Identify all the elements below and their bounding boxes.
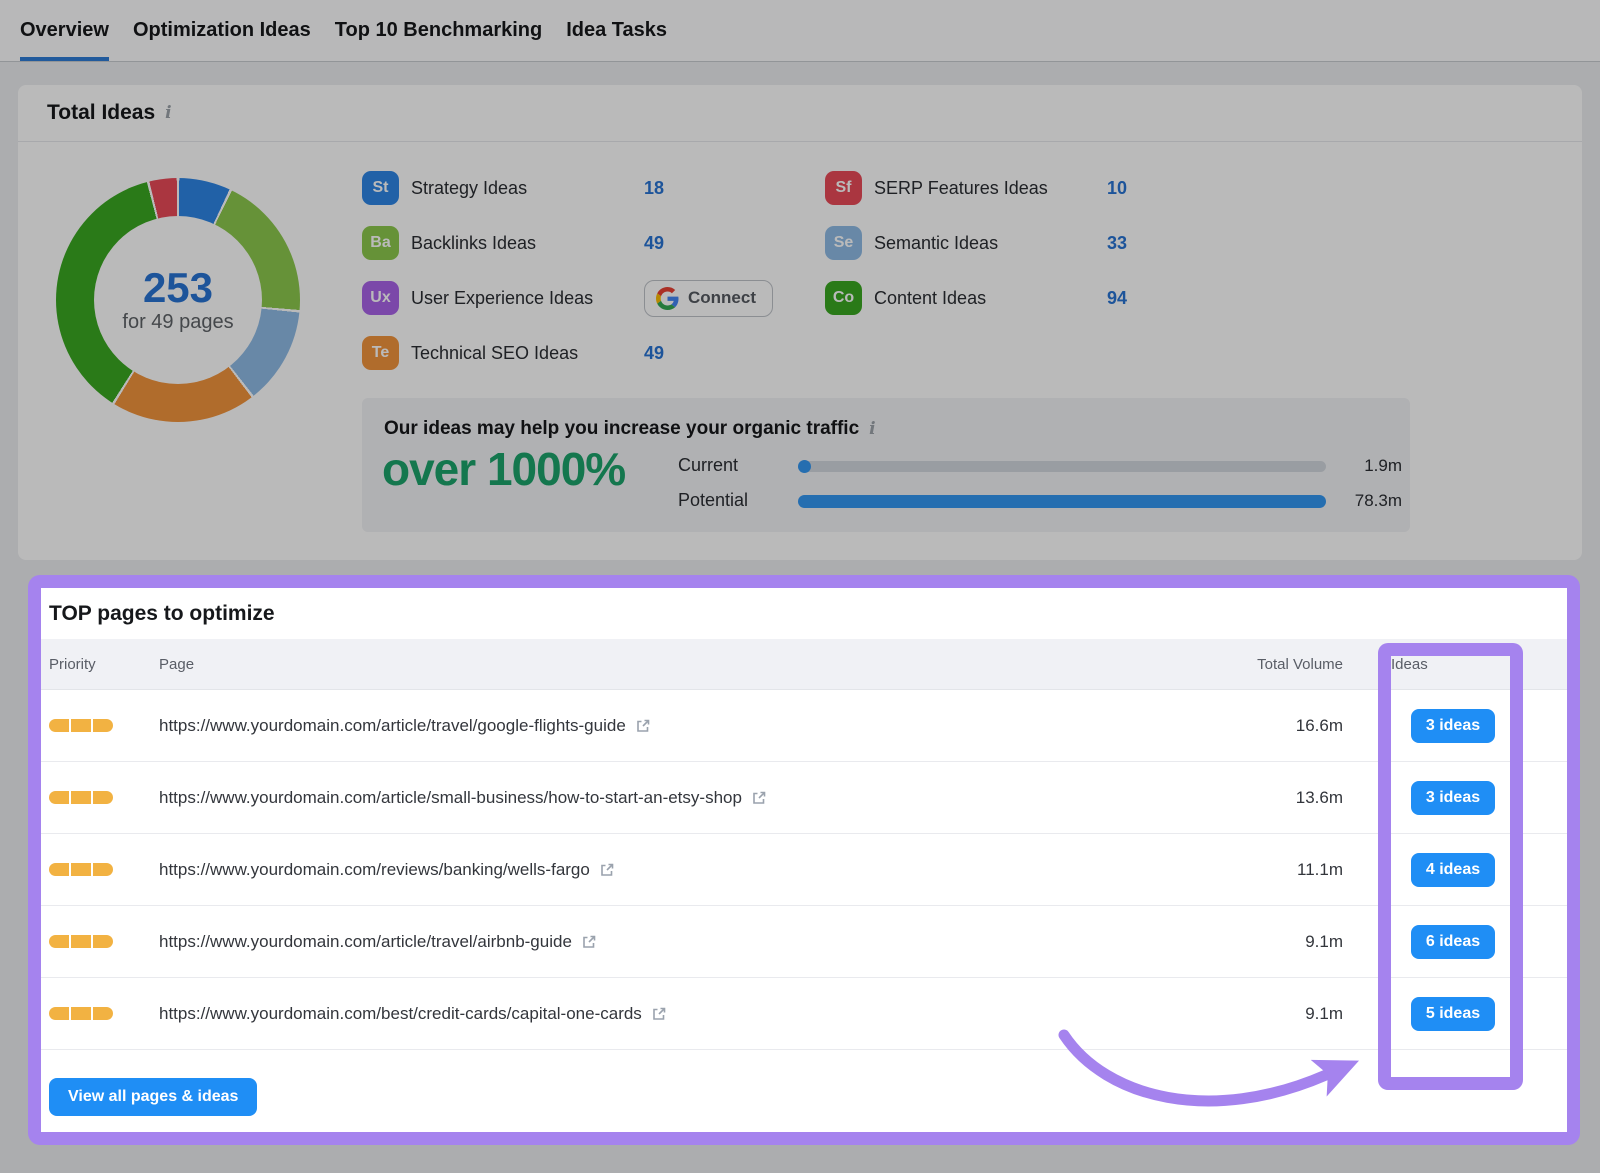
user-experience-label: User Experience Ideas [411, 287, 594, 308]
ideas-count-button[interactable]: 3 ideas [1410, 780, 1496, 815]
tab-bar: Overview Optimization Ideas Top 10 Bench… [0, 0, 1600, 62]
table-row: https://www.yourdomain.com/article/trave… [41, 906, 1567, 978]
serp-features-label: SERP Features Ideas [874, 177, 1048, 198]
potential-traffic-value: 78.3m [1354, 491, 1402, 510]
tab-idea-tasks[interactable]: Idea Tasks [566, 19, 668, 41]
table-row: https://www.yourdomain.com/article/small… [41, 762, 1567, 834]
total-ideas-card: Total Ideas i 253 for 49 pages St Strate… [18, 85, 1582, 560]
serp-features-ideas-row: Sf SERP Features Ideas 10 [825, 168, 1127, 208]
external-link-icon[interactable] [581, 934, 597, 950]
current-traffic-marker [798, 460, 811, 473]
strategy-label: Strategy Ideas [411, 177, 528, 198]
external-link-icon[interactable] [635, 718, 651, 734]
donut-total-value: 253 [142, 264, 214, 312]
backlinks-badge: Ba [362, 226, 399, 260]
donut-pages-label: for 49 pages [122, 310, 234, 333]
page-column-header: Page [159, 655, 195, 673]
semantic-count-link[interactable]: 33 [1107, 232, 1128, 253]
total-volume-value: 9.1m [1305, 931, 1343, 951]
page-url-link[interactable]: https://www.yourdomain.com/reviews/banki… [159, 859, 590, 879]
content-count-link[interactable]: 94 [1107, 287, 1128, 308]
table-row: https://www.yourdomain.com/best/credit-c… [41, 978, 1567, 1050]
google-logo-icon [656, 286, 679, 310]
ideas-donut-chart: 253 for 49 pages [56, 178, 300, 422]
idea-types-left-column: St Strategy Ideas 18 Ba Backlinks Ideas … [362, 168, 773, 373]
info-icon[interactable]: i [165, 102, 172, 123]
content-label: Content Ideas [874, 287, 987, 308]
backlinks-label: Backlinks Ideas [411, 232, 537, 253]
ideas-count-button[interactable]: 6 ideas [1410, 924, 1496, 959]
serp-features-badge: Sf [825, 171, 862, 205]
backlinks-count-link[interactable]: 49 [644, 232, 665, 253]
potential-traffic-row: Potential 78.3m [362, 490, 1410, 514]
current-traffic-row: Current 1.9m [362, 455, 1410, 479]
table-row: https://www.yourdomain.com/article/trave… [41, 690, 1567, 762]
priority-column-header: Priority [49, 655, 96, 673]
priority-indicator [49, 863, 159, 876]
ideas-count-button[interactable]: 5 ideas [1410, 996, 1496, 1031]
ideas-column-header: Ideas [1391, 655, 1428, 673]
current-traffic-bar [798, 460, 1326, 473]
priority-indicator [49, 791, 159, 804]
tab-optimization-ideas[interactable]: Optimization Ideas [132, 19, 311, 41]
technical-seo-count-link[interactable]: 49 [644, 342, 665, 363]
page-url-link[interactable]: https://www.yourdomain.com/article/trave… [159, 715, 626, 735]
total-ideas-title: Total Ideas [47, 101, 156, 124]
top-pages-table-header: Priority Page Total Volume Ideas [41, 639, 1567, 690]
potential-traffic-bar [798, 495, 1326, 508]
tab-overview[interactable]: Overview [20, 0, 109, 61]
total-volume-value: 11.1m [1297, 859, 1343, 879]
current-traffic-value: 1.9m [1364, 456, 1402, 475]
external-link-icon[interactable] [751, 790, 767, 806]
semantic-ideas-row: Se Semantic Ideas 33 [825, 223, 1127, 263]
page-url-link[interactable]: https://www.yourdomain.com/article/small… [159, 787, 742, 807]
connect-button-label: Connect [688, 288, 756, 307]
strategy-ideas-row: St Strategy Ideas 18 [362, 168, 773, 208]
idea-types-right-column: Sf SERP Features Ideas 10 Se Semantic Id… [825, 168, 1127, 318]
serp-features-count-link[interactable]: 10 [1107, 177, 1128, 198]
total-ideas-header: Total Ideas i [18, 85, 1582, 142]
semantic-badge: Se [825, 226, 862, 260]
external-link-icon[interactable] [651, 1006, 667, 1022]
page-url-link[interactable]: https://www.yourdomain.com/best/credit-c… [159, 1003, 642, 1023]
technical-seo-ideas-row: Te Technical SEO Ideas 49 [362, 333, 773, 373]
top-pages-title: TOP pages to optimize [49, 602, 275, 625]
content-badge: Co [825, 281, 862, 315]
table-row: https://www.yourdomain.com/reviews/banki… [41, 834, 1567, 906]
top-pages-footer: View all pages & ideas [41, 1050, 1567, 1116]
organic-traffic-panel: Our ideas may help you increase your org… [362, 398, 1410, 532]
priority-indicator [49, 1007, 159, 1020]
ideas-count-button[interactable]: 4 ideas [1410, 852, 1496, 887]
traffic-increase-highlight: over 1000% [382, 443, 626, 495]
external-link-icon[interactable] [599, 862, 615, 878]
technical-seo-label: Technical SEO Ideas [411, 342, 579, 363]
semantic-label: Semantic Ideas [874, 232, 999, 253]
organic-traffic-title: Our ideas may help you increase your org… [384, 418, 860, 439]
content-ideas-row: Co Content Ideas 94 [825, 278, 1127, 318]
top-pages-spotlight: TOP pages to optimize Priority Page Tota… [28, 575, 1580, 1145]
view-all-pages-button[interactable]: View all pages & ideas [49, 1078, 258, 1116]
page-url-link[interactable]: https://www.yourdomain.com/article/trave… [159, 931, 572, 951]
priority-indicator [49, 935, 159, 948]
total-volume-value: 9.1m [1305, 1003, 1343, 1023]
strategy-count-link[interactable]: 18 [644, 177, 665, 198]
ideas-count-button[interactable]: 3 ideas [1410, 708, 1496, 743]
info-icon[interactable]: i [869, 418, 876, 439]
donut-center: 253 for 49 pages [94, 216, 262, 384]
total-volume-column-header: Total Volume [1257, 655, 1343, 673]
potential-traffic-label: Potential [678, 490, 749, 510]
user-experience-badge: Ux [362, 281, 399, 315]
current-traffic-label: Current [678, 455, 739, 475]
backlinks-ideas-row: Ba Backlinks Ideas 49 [362, 223, 773, 263]
user-experience-ideas-row: Ux User Experience Ideas Connect [362, 278, 773, 318]
strategy-badge: St [362, 171, 399, 205]
total-volume-value: 13.6m [1295, 787, 1343, 807]
tab-top-10-benchmarking[interactable]: Top 10 Benchmarking [334, 19, 543, 41]
google-connect-button[interactable]: Connect [644, 279, 773, 317]
total-volume-value: 16.6m [1295, 715, 1343, 735]
technical-seo-badge: Te [362, 336, 399, 370]
priority-indicator [49, 719, 159, 732]
